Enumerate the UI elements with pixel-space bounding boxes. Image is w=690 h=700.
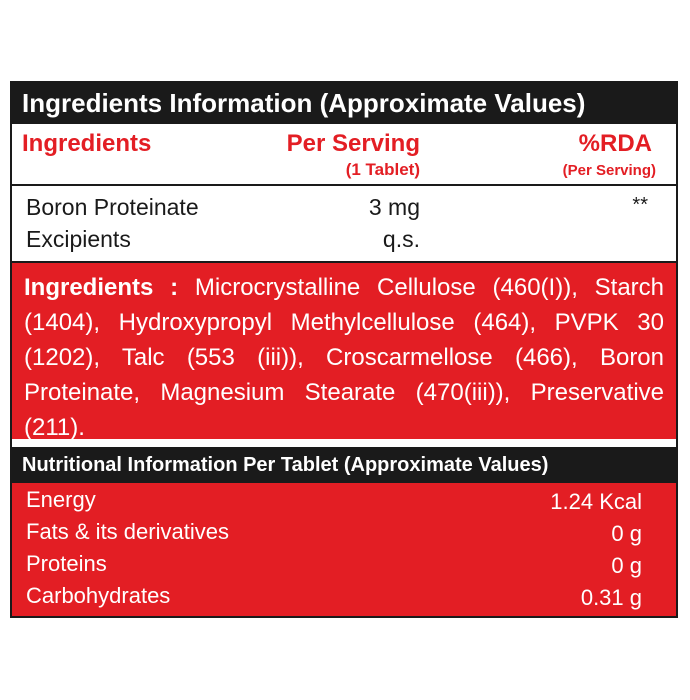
ingredients-panel: Ingredients Information (Approximate Val…	[10, 81, 678, 618]
header-per-serving: Per Serving	[286, 130, 420, 157]
header-ingredients: Ingredients	[22, 130, 152, 157]
ingredients-info-title: Ingredients Information (Approximate Val…	[12, 83, 676, 124]
nutrition-value: 0 g	[611, 553, 642, 578]
ingredient-rda: **	[632, 194, 648, 216]
header-per-serving-sub: (1 Tablet)	[345, 160, 420, 179]
ingredients-table-body: Boron Proteinate 3 mg ** Excipients q.s.	[12, 186, 676, 263]
ingredients-list-body: Microcrystalline Cellulose (460(I)), Sta…	[24, 274, 665, 441]
header-rda: %RDA	[578, 130, 652, 157]
nutrition-row: Energy 1.24 Kcal	[12, 487, 676, 519]
header-rda-sub: (Per Serving)	[562, 162, 656, 179]
nutrition-title: Nutritional Information Per Tablet (Appr…	[12, 447, 676, 483]
ingredient-per-serving: 3 mg	[368, 194, 420, 220]
nutrition-row: Fats & its derivatives 0 g	[12, 519, 676, 551]
nutrition-label: Energy	[26, 487, 96, 512]
ingredients-list-text: Ingredients : Microcrystalline Cellulose…	[12, 263, 676, 441]
ingredient-per-serving: q.s.	[382, 226, 420, 252]
nutrition-label: Proteins	[26, 551, 107, 576]
nutrition-label: Fats & its derivatives	[26, 519, 229, 544]
ingredient-name: Boron Proteinate	[26, 194, 199, 220]
nutrition-value: 0 g	[611, 521, 642, 546]
ingredients-list-lead: Ingredients :	[24, 274, 179, 301]
nutrition-value: 0.31 g	[580, 585, 642, 610]
nutrition-row: Carbohydrates 0.31 g	[12, 583, 676, 615]
nutrition-table: Energy 1.24 Kcal Fats & its derivatives …	[12, 483, 676, 616]
ingredients-table-header: Ingredients Per Serving (1 Tablet) %RDA …	[12, 124, 676, 186]
nutrition-label: Carbohydrates	[26, 583, 171, 608]
nutrition-row: Proteins 0 g	[12, 551, 676, 583]
nutrition-value: 1.24 Kcal	[550, 489, 642, 514]
ingredient-name: Excipients	[26, 226, 131, 252]
